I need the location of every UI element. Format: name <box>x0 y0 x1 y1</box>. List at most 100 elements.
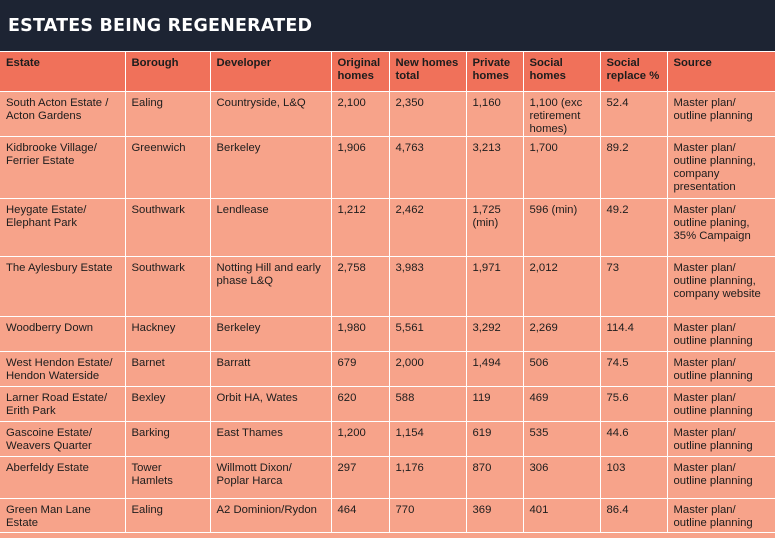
column-header: Social homes <box>523 51 601 92</box>
column-header: New homes total <box>389 51 467 92</box>
table-cell: Berkeley <box>210 136 332 199</box>
table-cell: 619 <box>466 421 524 457</box>
table-cell: 401 <box>523 498 601 533</box>
table-cell: 4,763 <box>389 136 467 199</box>
table-header: Estate Borough Developer Original homes New … <box>0 51 775 92</box>
table-cell: 3,292 <box>466 316 524 352</box>
table-cell: 103 <box>600 456 668 499</box>
table-cell: 2,350 <box>389 91 467 137</box>
table-cell: Lendlease <box>210 198 332 257</box>
table-row: The Aylesbury Estate Southwark Notting Hil… <box>0 256 775 317</box>
table-cell: 52.4 <box>600 91 668 137</box>
table-cell: 2,012 <box>523 256 601 317</box>
table-body: South Acton Estate / Acton Gardens Ealing… <box>0 91 775 533</box>
table-cell: Master plan/ outline planning <box>667 91 775 137</box>
table-cell: 1,176 <box>389 456 467 499</box>
table-cell: 89.2 <box>600 136 668 199</box>
column-header: Social replace % <box>600 51 668 92</box>
table-cell: Orbit HA, Wates <box>210 386 332 422</box>
table-cell: 1,200 <box>331 421 390 457</box>
table-row: West Hendon Estate/ Hendon Waterside Barn… <box>0 351 775 387</box>
table-cell: 74.5 <box>600 351 668 387</box>
table-cell: 1,160 <box>466 91 524 137</box>
table-cell: Greenwich <box>125 136 211 199</box>
table-cell: 2,758 <box>331 256 390 317</box>
table-row: Green Man Lane Estate Ealing A2 Dominion/R… <box>0 498 775 533</box>
table-cell: Master plan/ outline planning <box>667 456 775 499</box>
table-cell: 75.6 <box>600 386 668 422</box>
table-cell: Notting Hill and early phase L&Q <box>210 256 332 317</box>
column-header: Estate <box>0 51 126 92</box>
table-cell: 306 <box>523 456 601 499</box>
table-cell: Aberfeldy Estate <box>0 456 126 499</box>
table-cell: A2 Dominion/Rydon <box>210 498 332 533</box>
table-cell: 1,906 <box>331 136 390 199</box>
table-cell: South Acton Estate / Acton Gardens <box>0 91 126 137</box>
table-row: Aberfeldy Estate Tower Hamlets Willmott Di… <box>0 456 775 499</box>
table-cell: 770 <box>389 498 467 533</box>
table-cell: 596 (min) <box>523 198 601 257</box>
table-cell: 679 <box>331 351 390 387</box>
table-cell: Master plan/ outline planning <box>667 316 775 352</box>
table-cell: Bexley <box>125 386 211 422</box>
table-cell: 49.2 <box>600 198 668 257</box>
table-cell: 464 <box>331 498 390 533</box>
table-cell: Barking <box>125 421 211 457</box>
table-row: Gascoine Estate/ Weavers Quarter Barking E… <box>0 421 775 457</box>
table-cell: Master plan/ outline planing, 35% Campai… <box>667 198 775 257</box>
table-cell: 535 <box>523 421 601 457</box>
table-cell: 588 <box>389 386 467 422</box>
page-title: ESTATES BEING REGENERATED <box>8 15 313 36</box>
table-row: Heygate Estate/ Elephant Park Southwark Le… <box>0 198 775 257</box>
table-row: Kidbrooke Village/ Ferrier Estate Greenwi… <box>0 136 775 199</box>
table-cell: Master plan/ outline planning, company p… <box>667 136 775 199</box>
column-header: Developer <box>210 51 332 92</box>
table-cell: Hackney <box>125 316 211 352</box>
table-row: Woodberry Down Hackney Berkeley 1,980 5,561 3… <box>0 316 775 352</box>
table-cell: 1,700 <box>523 136 601 199</box>
table-cell: Ealing <box>125 498 211 533</box>
table-cell: 119 <box>466 386 524 422</box>
table-cell: Barratt <box>210 351 332 387</box>
table-cell: Gascoine Estate/ Weavers Quarter <box>0 421 126 457</box>
table-cell: 73 <box>600 256 668 317</box>
table-cell: 1,212 <box>331 198 390 257</box>
table-cell: 620 <box>331 386 390 422</box>
table-cell: 3,983 <box>389 256 467 317</box>
table-cell: 1,494 <box>466 351 524 387</box>
table-cell: Southwark <box>125 198 211 257</box>
column-header: Private homes <box>466 51 524 92</box>
table-row: Larner Road Estate/ Erith Park Bexley Orbi… <box>0 386 775 422</box>
table-cell: 369 <box>466 498 524 533</box>
table-cell: 469 <box>523 386 601 422</box>
table-cell: 1,725 (min) <box>466 198 524 257</box>
table-cell: Berkeley <box>210 316 332 352</box>
table-cell: Kidbrooke Village/ Ferrier Estate <box>0 136 126 199</box>
table-cell: 2,000 <box>389 351 467 387</box>
column-header: Borough <box>125 51 211 92</box>
table-cell: 1,154 <box>389 421 467 457</box>
table-cell: Master plan/ outline planning <box>667 421 775 457</box>
table-row: South Acton Estate / Acton Gardens Ealing… <box>0 91 775 137</box>
table-cell: 2,269 <box>523 316 601 352</box>
table-cell: 506 <box>523 351 601 387</box>
table-cell: Master plan/ outline planning <box>667 386 775 422</box>
table-cell: Green Man Lane Estate <box>0 498 126 533</box>
table-cell: 114.4 <box>600 316 668 352</box>
table-cell: Ealing <box>125 91 211 137</box>
table-cell: 2,462 <box>389 198 467 257</box>
title-bar: ESTATES BEING REGENERATED <box>0 0 775 51</box>
table-cell: Southwark <box>125 256 211 317</box>
table-cell: Willmott Dixon/ Poplar Harca <box>210 456 332 499</box>
header-row: Estate Borough Developer Original homes New … <box>0 51 775 92</box>
table-cell: 870 <box>466 456 524 499</box>
table-cell: West Hendon Estate/ Hendon Waterside <box>0 351 126 387</box>
table-cell: 1,980 <box>331 316 390 352</box>
table-cell: 44.6 <box>600 421 668 457</box>
column-header: Source <box>667 51 775 92</box>
table-cell: 3,213 <box>466 136 524 199</box>
table-cell: Master plan/ outline planning <box>667 498 775 533</box>
table-cell: Heygate Estate/ Elephant Park <box>0 198 126 257</box>
table-cell: Master plan/ outline planning <box>667 351 775 387</box>
table-cell: Larner Road Estate/ Erith Park <box>0 386 126 422</box>
